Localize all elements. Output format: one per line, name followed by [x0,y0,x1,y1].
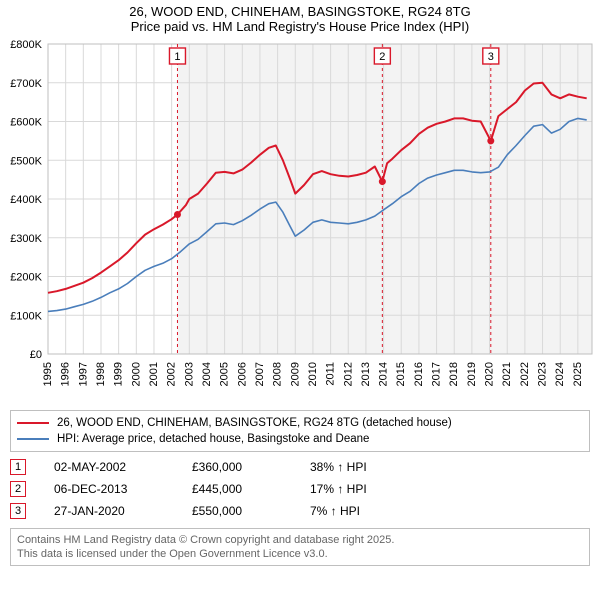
svg-text:1999: 1999 [113,362,125,386]
event-marker: 2 [10,481,26,497]
svg-text:£200K: £200K [10,272,42,284]
svg-text:2011: 2011 [325,362,337,386]
line-chart-svg: £0 £100K £200K £300K £400K £500K £600K £700K £80… [0,36,600,404]
svg-text:2015: 2015 [395,362,407,386]
svg-text:2013: 2013 [360,362,372,386]
legend-box: 26, WOOD END, CHINEHAM, BASINGSTOKE, RG2… [10,410,590,452]
svg-text:1995: 1995 [42,362,54,386]
svg-text:2025: 2025 [572,362,584,386]
svg-text:2019: 2019 [466,362,478,386]
svg-text:2007: 2007 [254,362,266,386]
svg-text:2023: 2023 [537,362,549,386]
legend-label: 26, WOOD END, CHINEHAM, BASINGSTOKE, RG2… [57,415,452,431]
event-price: £360,000 [192,460,282,474]
svg-text:2014: 2014 [378,362,390,386]
svg-text:3: 3 [488,51,494,63]
svg-text:£600K: £600K [10,117,42,129]
title-line-2: Price paid vs. HM Land Registry's House … [0,19,600,34]
event-pct: 38% ↑ HPI [310,460,410,474]
svg-text:2004: 2004 [201,362,213,386]
svg-text:2012: 2012 [342,362,354,386]
attribution-footer: Contains HM Land Registry data © Crown c… [10,528,590,566]
page-root: 26, WOOD END, CHINEHAM, BASINGSTOKE, RG2… [0,0,600,590]
svg-text:£400K: £400K [10,194,42,206]
title-line-1: 26, WOOD END, CHINEHAM, BASINGSTOKE, RG2… [0,4,600,19]
svg-text:£700K: £700K [10,78,42,90]
svg-text:2001: 2001 [148,362,160,386]
svg-text:2: 2 [379,51,385,63]
svg-text:2003: 2003 [183,362,195,386]
svg-text:2000: 2000 [130,362,142,386]
event-price: £550,000 [192,504,282,518]
legend-row: 26, WOOD END, CHINEHAM, BASINGSTOKE, RG2… [17,415,583,431]
chart-title-block: 26, WOOD END, CHINEHAM, BASINGSTOKE, RG2… [0,0,600,36]
footer-line-2: This data is licensed under the Open Gov… [17,547,583,561]
event-date: 27-JAN-2020 [54,504,164,518]
svg-text:2016: 2016 [413,362,425,386]
svg-text:1996: 1996 [60,362,72,386]
chart-area: £0 £100K £200K £300K £400K £500K £600K £700K £80… [0,36,600,404]
events-table: 1 02-MAY-2002 £360,000 38% ↑ HPI 2 06-DEC-201… [10,456,590,522]
svg-text:£500K: £500K [10,155,42,167]
svg-text:2010: 2010 [307,362,319,386]
svg-text:2005: 2005 [219,362,231,386]
event-row: 2 06-DEC-2013 £445,000 17% ↑ HPI [10,478,590,500]
event-price: £445,000 [192,482,282,496]
event-date: 06-DEC-2013 [54,482,164,496]
svg-text:2006: 2006 [236,362,248,386]
svg-text:£100K: £100K [10,310,42,322]
svg-text:2024: 2024 [554,362,566,386]
legend-label: HPI: Average price, detached house, Basi… [57,431,369,447]
svg-text:2017: 2017 [431,362,443,386]
svg-text:2002: 2002 [166,362,178,386]
svg-text:2020: 2020 [484,362,496,386]
footer-line-1: Contains HM Land Registry data © Crown c… [17,533,583,547]
event-marker: 3 [10,503,26,519]
svg-text:2022: 2022 [519,362,531,386]
svg-text:1: 1 [174,51,180,63]
legend-swatch [17,422,49,424]
event-marker: 1 [10,459,26,475]
svg-text:£300K: £300K [10,233,42,245]
event-date: 02-MAY-2002 [54,460,164,474]
svg-text:1997: 1997 [77,362,89,386]
svg-text:£0: £0 [30,349,42,361]
svg-text:2021: 2021 [501,362,513,386]
event-row: 3 27-JAN-2020 £550,000 7% ↑ HPI [10,500,590,522]
svg-text:2018: 2018 [448,362,460,386]
event-row: 1 02-MAY-2002 £360,000 38% ↑ HPI [10,456,590,478]
svg-text:£800K: £800K [10,39,42,51]
svg-text:2009: 2009 [289,362,301,386]
event-pct: 7% ↑ HPI [310,504,410,518]
legend-row: HPI: Average price, detached house, Basi… [17,431,583,447]
svg-text:1998: 1998 [95,362,107,386]
svg-text:2008: 2008 [272,362,284,386]
event-pct: 17% ↑ HPI [310,482,410,496]
legend-swatch [17,438,49,440]
